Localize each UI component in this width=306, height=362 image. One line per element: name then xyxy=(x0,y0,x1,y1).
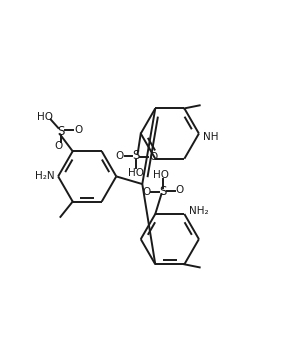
Text: O: O xyxy=(176,185,184,195)
Text: S: S xyxy=(132,150,140,163)
Text: O: O xyxy=(74,125,82,135)
Text: NH: NH xyxy=(203,132,219,142)
Text: O: O xyxy=(115,151,123,161)
Text: O: O xyxy=(142,187,150,197)
Text: S: S xyxy=(58,125,65,138)
Text: HO: HO xyxy=(128,168,144,178)
Text: O: O xyxy=(149,152,157,163)
Text: O: O xyxy=(54,141,62,151)
Text: NH₂: NH₂ xyxy=(189,206,209,216)
Text: HO: HO xyxy=(153,170,170,180)
Text: HO: HO xyxy=(36,112,53,122)
Text: H₂N: H₂N xyxy=(35,172,55,181)
Text: S: S xyxy=(159,185,167,198)
